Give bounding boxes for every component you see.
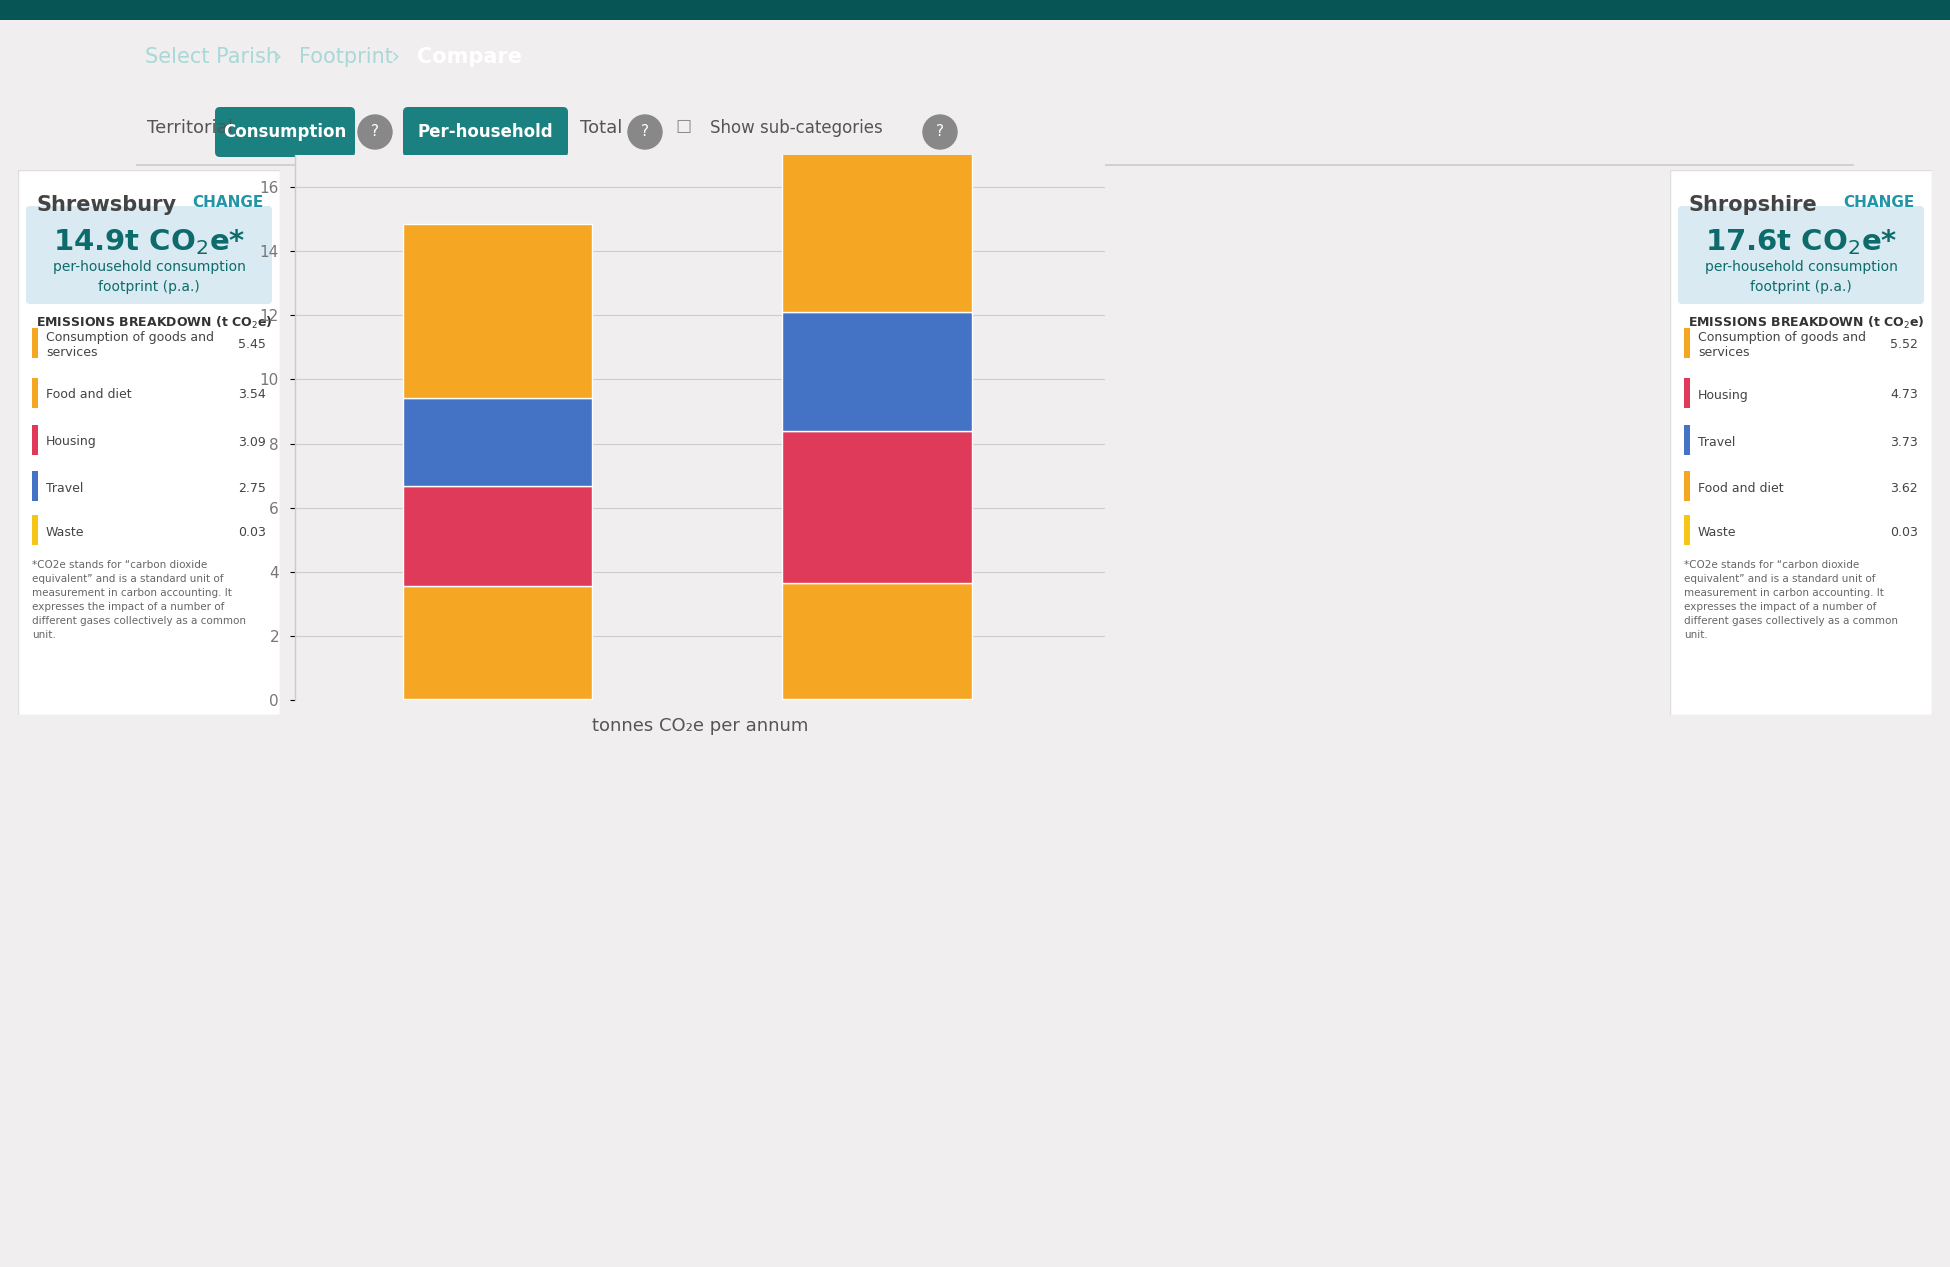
Text: ?: ? (370, 124, 378, 139)
Circle shape (628, 115, 661, 150)
Bar (31, 378, 37, 408)
Text: 17.6t CO$_2$e*: 17.6t CO$_2$e* (1704, 227, 1897, 257)
Text: 0.03: 0.03 (1890, 526, 1919, 538)
Circle shape (359, 115, 392, 150)
Text: 3.73: 3.73 (1890, 436, 1919, 449)
Text: ?: ? (936, 124, 944, 139)
Bar (31, 471, 37, 500)
Text: ?: ? (642, 124, 649, 139)
FancyBboxPatch shape (25, 207, 271, 304)
Text: *CO2e stands for “carbon dioxide
equivalent” and is a standard unit of
measureme: *CO2e stands for “carbon dioxide equival… (31, 560, 246, 640)
Text: 0.03: 0.03 (238, 526, 265, 538)
Bar (0, 0, 1950, 20)
Bar (402, 585, 593, 699)
Bar (31, 328, 37, 359)
Bar (1685, 471, 1691, 500)
Text: CHANGE: CHANGE (191, 195, 263, 210)
Bar (1685, 424, 1691, 455)
Text: 5.52: 5.52 (1890, 338, 1919, 351)
Text: 5.45: 5.45 (238, 338, 265, 351)
Text: Food and diet: Food and diet (1698, 481, 1784, 494)
Bar (31, 424, 37, 455)
Text: Housing: Housing (47, 436, 98, 449)
Text: CHANGE: CHANGE (1845, 195, 1915, 210)
Text: ›: › (384, 47, 408, 67)
Text: Show sub-categories: Show sub-categories (710, 119, 883, 137)
Text: ☐: ☐ (675, 119, 690, 137)
Text: 3.54: 3.54 (238, 389, 265, 402)
Text: Shrewsbury: Shrewsbury (35, 195, 175, 215)
FancyBboxPatch shape (404, 106, 567, 157)
Text: Food and diet: Food and diet (47, 389, 133, 402)
Text: EMISSIONS BREAKDOWN (t CO$_2$e): EMISSIONS BREAKDOWN (t CO$_2$e) (1689, 315, 1925, 331)
Bar (782, 134, 973, 312)
Bar (402, 487, 593, 585)
FancyBboxPatch shape (1679, 207, 1925, 304)
Text: 2.75: 2.75 (238, 481, 265, 494)
Text: ›: › (267, 47, 289, 67)
Bar (1685, 378, 1691, 408)
Bar (782, 312, 973, 431)
Text: Consumption of goods and
services: Consumption of goods and services (1698, 331, 1866, 360)
Text: Travel: Travel (1698, 436, 1736, 449)
Text: Housing: Housing (1698, 389, 1749, 402)
Text: Waste: Waste (1698, 526, 1737, 538)
Bar (402, 223, 593, 398)
Text: 14.9t CO$_2$e*: 14.9t CO$_2$e* (53, 227, 246, 257)
Text: Travel: Travel (47, 481, 84, 494)
FancyBboxPatch shape (214, 106, 355, 157)
Text: 3.62: 3.62 (1890, 481, 1919, 494)
X-axis label: tonnes CO₂e per annum: tonnes CO₂e per annum (591, 717, 807, 735)
Text: EMISSIONS BREAKDOWN (t CO$_2$e): EMISSIONS BREAKDOWN (t CO$_2$e) (35, 315, 273, 331)
Text: Per-household: Per-household (417, 123, 552, 141)
Text: Total: Total (579, 119, 622, 137)
Bar (782, 431, 973, 583)
Text: Waste: Waste (47, 526, 84, 538)
Bar (782, 583, 973, 699)
Text: Footprint: Footprint (298, 47, 392, 67)
Text: *CO2e stands for “carbon dioxide
equivalent” and is a standard unit of
measureme: *CO2e stands for “carbon dioxide equival… (1685, 560, 1897, 640)
Text: per-household consumption
footprint (p.a.): per-household consumption footprint (p.a… (1704, 260, 1897, 294)
Text: per-household consumption
footprint (p.a.): per-household consumption footprint (p.a… (53, 260, 246, 294)
Text: Shropshire: Shropshire (1689, 195, 1817, 215)
Text: Territorial: Territorial (146, 119, 232, 137)
Text: Consumption: Consumption (224, 123, 347, 141)
Text: Consumption of goods and
services: Consumption of goods and services (47, 331, 214, 360)
Circle shape (922, 115, 957, 150)
Bar (402, 398, 593, 487)
Text: Compare: Compare (417, 47, 523, 67)
Text: Select Parish: Select Parish (144, 47, 279, 67)
Bar (1685, 514, 1691, 545)
Text: 3.09: 3.09 (238, 436, 265, 449)
Bar (31, 514, 37, 545)
Bar (1685, 328, 1691, 359)
Text: 4.73: 4.73 (1890, 389, 1919, 402)
